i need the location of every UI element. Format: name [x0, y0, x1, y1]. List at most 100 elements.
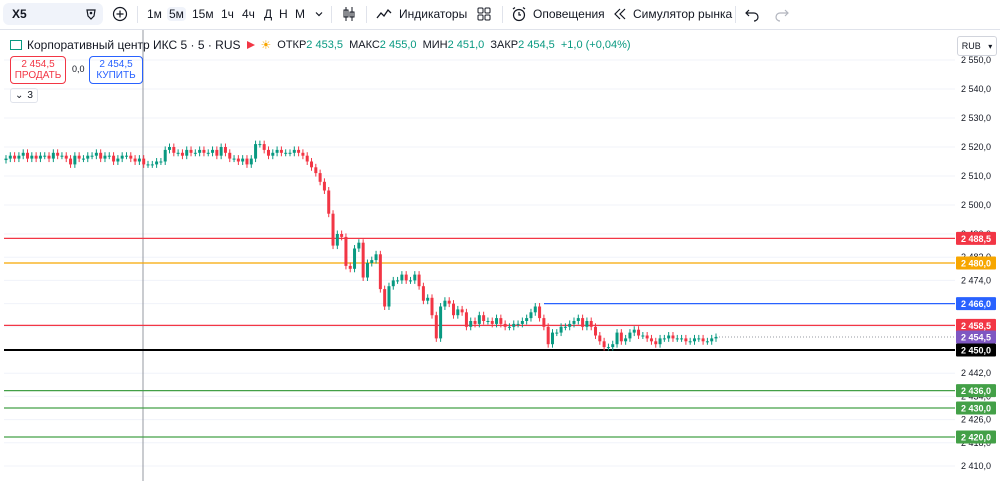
compare-icon[interactable]: [83, 6, 99, 22]
indicators-collapse-toggle[interactable]: ⌄ 3: [10, 88, 38, 103]
candle-body: [680, 338, 684, 340]
candle-body: [232, 158, 236, 160]
price-level-label: 2 420,0: [961, 433, 991, 443]
candle-body: [245, 158, 249, 165]
candle-body: [271, 152, 275, 156]
candle-body: [60, 155, 64, 157]
candle-body: [538, 306, 542, 319]
add-symbol-icon[interactable]: [112, 6, 128, 22]
candle-body: [533, 306, 537, 313]
chevron-down-icon[interactable]: [311, 6, 327, 22]
y-tick-label: 2 474,0: [961, 275, 991, 285]
sell-price: 2 454,5: [21, 59, 55, 70]
interval-month[interactable]: М: [295, 7, 305, 21]
candle-body: [357, 242, 361, 249]
candle-body: [525, 318, 529, 321]
candle-body: [322, 181, 326, 191]
candle-body: [288, 152, 292, 154]
candle-body: [516, 323, 520, 325]
interval-week[interactable]: Н: [279, 7, 288, 21]
toolbar-divider: [331, 6, 332, 23]
candle-body: [417, 274, 421, 287]
currency-label: RUB: [961, 41, 981, 51]
price-level-tag: [956, 297, 996, 311]
candle-body: [172, 147, 176, 153]
candle-body: [649, 338, 653, 342]
candle-body: [490, 321, 494, 324]
candle-body: [43, 155, 47, 157]
candle-body: [628, 332, 632, 339]
candle-body: [503, 323, 507, 327]
interval-1m[interactable]: 1м: [147, 7, 162, 21]
candles-icon[interactable]: [341, 6, 357, 22]
flag-icon[interactable]: [246, 41, 255, 49]
toolbar-divider: [366, 6, 367, 23]
interval-1h[interactable]: 1ч: [221, 7, 234, 21]
price-level-tag: [956, 343, 996, 357]
candle-body: [383, 289, 387, 307]
candle-body: [168, 147, 172, 150]
candle-body: [606, 347, 610, 349]
market-simulator-button[interactable]: Симулятор рынка: [633, 7, 733, 21]
candle-body: [335, 234, 339, 246]
undo-icon[interactable]: [744, 6, 760, 22]
interval-15m[interactable]: 15м: [192, 7, 214, 21]
candle-body: [507, 326, 511, 328]
candle-body: [473, 321, 477, 324]
symbol-search[interactable]: X5: [3, 3, 103, 25]
candle-body: [185, 149, 189, 156]
candle-body: [555, 332, 559, 334]
candle-body: [559, 326, 563, 333]
y-tick-label: 2 500,0: [961, 200, 991, 210]
toolbar-divider: [735, 6, 736, 23]
interval-5m[interactable]: 5м: [167, 7, 186, 21]
price-level-tag: [956, 231, 996, 245]
candle-body: [34, 155, 38, 159]
toolbar-divider: [137, 6, 138, 23]
rewind-icon[interactable]: [612, 6, 628, 22]
price-chart[interactable]: 2 410,02 418,02 426,02 434,02 442,02 450…: [0, 30, 1000, 481]
open-label: ОТКР: [277, 39, 307, 51]
alarm-clock-icon[interactable]: [511, 6, 527, 22]
indicators-button[interactable]: Индикаторы: [399, 7, 468, 21]
candle-body: [155, 161, 159, 165]
alerts-button[interactable]: Оповещения: [533, 7, 605, 21]
candle-body: [47, 155, 51, 159]
sell-button[interactable]: 2 454,5 ПРОДАТЬ: [10, 56, 66, 84]
interval-4h[interactable]: 4ч: [242, 7, 255, 21]
sun-icon: ☀: [260, 38, 272, 52]
y-tick-label: 2 426,0: [961, 415, 991, 425]
price-level-label: 2 454,5: [961, 332, 991, 342]
candle-body: [495, 318, 499, 324]
candle-body: [615, 332, 619, 345]
candle-body: [17, 155, 21, 159]
interval-day[interactable]: Д: [264, 7, 273, 21]
price-level-tag: [956, 430, 996, 444]
candle-body: [692, 338, 696, 342]
candle-body: [340, 234, 344, 237]
candle-body: [499, 318, 503, 324]
candle-body: [529, 312, 533, 319]
open-value: 2 453,5: [306, 39, 343, 51]
candle-body: [645, 335, 649, 339]
candle-body: [624, 338, 628, 342]
candle-body: [576, 318, 580, 321]
currency-selector[interactable]: RUB ▾: [957, 36, 997, 56]
candle-body: [69, 158, 73, 165]
candle-body: [658, 338, 662, 345]
candle-body: [469, 321, 473, 327]
toolbar-divider: [502, 6, 503, 23]
candle-body: [477, 315, 481, 324]
candle-body: [206, 152, 210, 154]
candle-body: [327, 190, 331, 214]
redo-icon[interactable]: [774, 6, 790, 22]
indicators-icon[interactable]: [376, 6, 392, 22]
candle-body: [163, 149, 167, 162]
buy-button[interactable]: 2 454,5 КУПИТЬ: [89, 56, 143, 84]
templates-icon[interactable]: [476, 6, 492, 22]
candle-body: [223, 147, 227, 153]
candle-body: [546, 326, 550, 345]
candle-body: [619, 332, 623, 342]
candle-body: [404, 274, 408, 281]
candle-body: [464, 312, 468, 327]
